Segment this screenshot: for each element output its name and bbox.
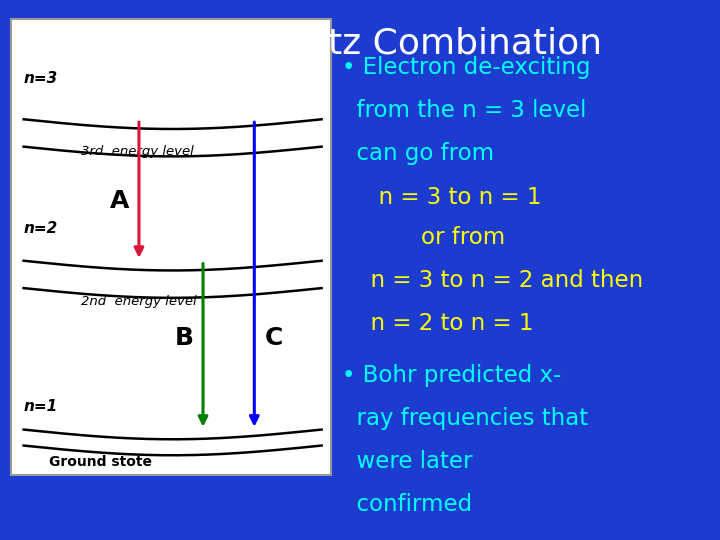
Text: n = 3 to n = 1: n = 3 to n = 1 — [364, 186, 541, 208]
Text: n = 2 to n = 1: n = 2 to n = 1 — [356, 313, 534, 335]
Text: B: B — [174, 326, 193, 350]
Text: Ground stote: Ground stote — [49, 455, 152, 469]
Text: were later: were later — [342, 450, 472, 473]
Text: C: C — [264, 326, 283, 350]
Text: can go from: can go from — [342, 143, 494, 165]
Text: 2nd  energy level: 2nd energy level — [81, 295, 197, 308]
Text: A: A — [110, 190, 130, 213]
Text: n=1: n=1 — [24, 399, 58, 414]
Text: ray frequencies that: ray frequencies that — [342, 407, 588, 430]
Text: n=3: n=3 — [24, 71, 58, 86]
Text: from the n = 3 level: from the n = 3 level — [342, 99, 586, 122]
Text: • Bohr predicted x-: • Bohr predicted x- — [342, 364, 562, 387]
Text: or from: or from — [392, 226, 505, 249]
Text: confirmed: confirmed — [342, 494, 472, 516]
Text: Explanation of Ritz Combination: Explanation of Ritz Combination — [22, 27, 602, 61]
Text: n=2: n=2 — [24, 221, 58, 237]
FancyBboxPatch shape — [11, 19, 331, 475]
Text: n = 3 to n = 2 and then: n = 3 to n = 2 and then — [356, 269, 644, 292]
Text: 3rd  energy level: 3rd energy level — [81, 145, 194, 158]
Text: • Electron de-exciting: • Electron de-exciting — [342, 56, 590, 79]
